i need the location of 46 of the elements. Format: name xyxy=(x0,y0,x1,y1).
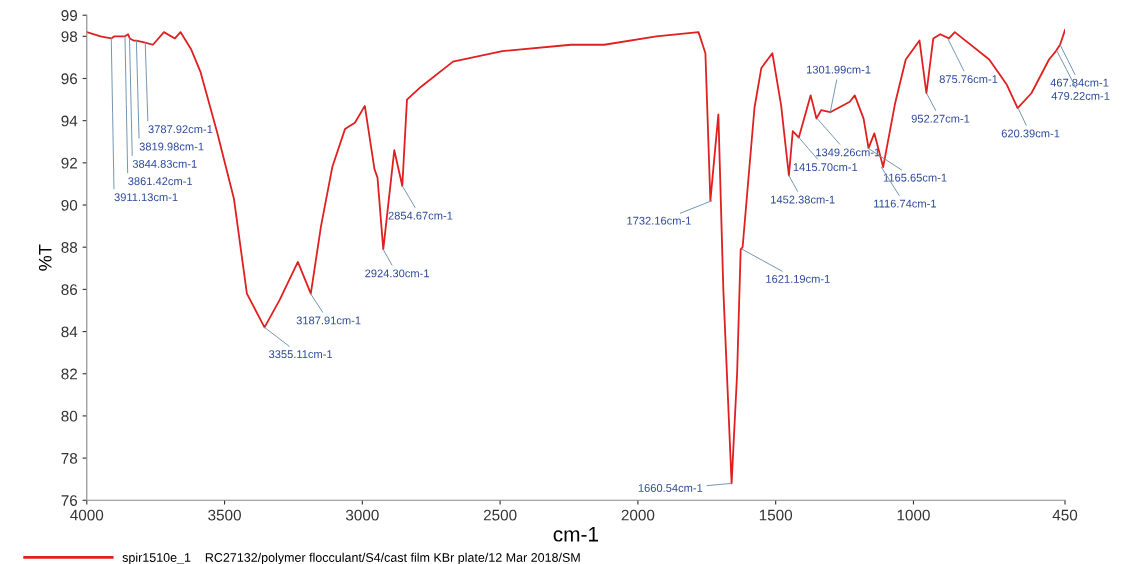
y-tick-label: 80 xyxy=(61,410,78,422)
annotation: 1301.99cm-1 xyxy=(807,65,871,74)
annotation: 3187.91cm-1 xyxy=(296,316,361,325)
annotation: 467.84cm-1 xyxy=(1050,78,1109,87)
x-tick-label: 1000 xyxy=(897,509,930,521)
x-axis-title: cm-1 xyxy=(553,527,599,542)
x-tick-label: 4000 xyxy=(70,509,104,521)
annotation: 3911.13cm-1 xyxy=(114,193,178,202)
y-tick-label: 90 xyxy=(61,199,78,211)
y-axis-title: %T xyxy=(38,244,52,271)
annotation: 620.39cm-1 xyxy=(1001,129,1060,138)
annotation: 2924.30cm-1 xyxy=(365,269,429,278)
y-tick-label: 78 xyxy=(61,452,78,464)
y-tick-label: 84 xyxy=(61,326,78,338)
annotation: 875.76cm-1 xyxy=(939,75,998,84)
y-tick-label: 92 xyxy=(61,157,77,169)
annotation: 3861.42cm-1 xyxy=(128,177,193,186)
annotation: 1116.74cm-1 xyxy=(874,199,936,208)
annotation: 952.27cm-1 xyxy=(911,114,970,123)
x-tick-label: 1500 xyxy=(759,509,793,521)
annotation: 3787.92cm-1 xyxy=(148,125,213,134)
annotation: 1732.16cm-1 xyxy=(627,216,691,225)
annotation: 1660.54cm-1 xyxy=(638,484,703,492)
y-tick-label: 96 xyxy=(61,73,78,85)
y-tick-label: 86 xyxy=(61,284,78,296)
y-tick-label: 94 xyxy=(61,115,78,127)
x-tick-label: 450 xyxy=(1052,509,1078,521)
annotation: 1415.70cm-1 xyxy=(793,163,858,172)
annotation: 1452.38cm-1 xyxy=(771,195,835,204)
annotation: 3819.98cm-1 xyxy=(139,142,204,151)
annotation: 479.22cm-1 xyxy=(1051,92,1110,100)
y-tick-label: 76 xyxy=(61,495,78,506)
annotation: 1621.19cm-1 xyxy=(766,274,830,283)
annotation: 2854.67cm-1 xyxy=(388,211,453,220)
annotation: 3355.11cm-1 xyxy=(269,350,333,359)
y-tick-label: 88 xyxy=(61,242,78,253)
y-tick-label: 98 xyxy=(61,31,78,42)
annotation: 1165.65cm-1 xyxy=(883,173,947,182)
x-tick-label: 3500 xyxy=(208,509,241,521)
y-tick-label: 99 xyxy=(61,10,78,21)
annotation: 3844.83cm-1 xyxy=(132,159,197,168)
y-tick-label: 82 xyxy=(61,368,77,380)
x-tick-label: 2000 xyxy=(621,509,655,521)
x-tick-label: 2500 xyxy=(483,509,517,521)
x-tick-label: 3000 xyxy=(345,509,379,521)
text: spir1510e_1 RC27132/polymer flocculant/S4/cast film KBr plate/12 Mar 2018/SM xyxy=(122,552,580,564)
